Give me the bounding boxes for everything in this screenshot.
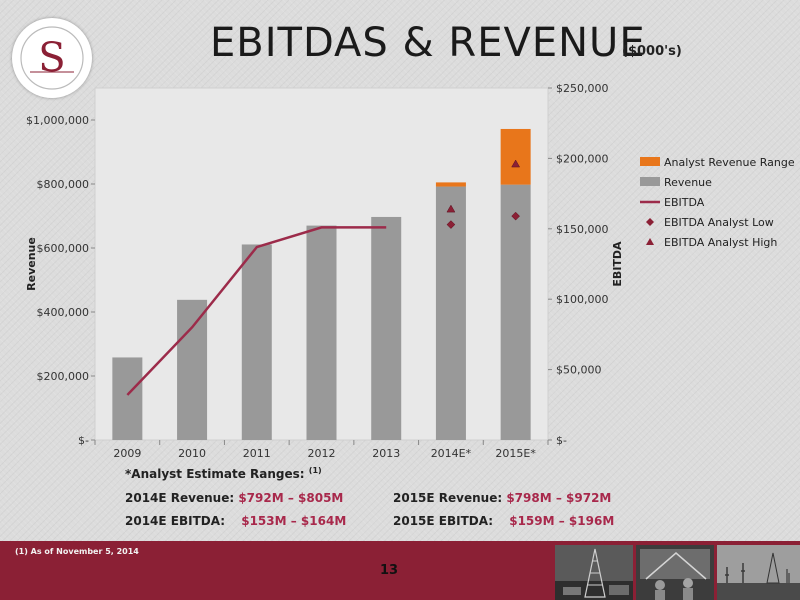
ebitda-revenue-chart: $- $200,000 $400,000 $600,000 $800,000 $1,000… <box>25 82 795 460</box>
x-tick-label: 2015E* <box>495 447 536 460</box>
y2-tick-label: $150,000 <box>556 223 609 236</box>
company-logo: S <box>12 18 92 98</box>
x-tick-label: 2010 <box>178 447 206 460</box>
x-tick-label: 2012 <box>308 447 336 460</box>
y-tick-label: $800,000 <box>37 178 90 191</box>
ebitda-high-marker <box>511 159 521 168</box>
estimates-heading: *Analyst Estimate Ranges: (1) <box>125 466 322 481</box>
ebitda-2015-value: $159M – $196M <box>509 514 615 528</box>
legend-swatch <box>646 218 654 226</box>
analyst-range-bar <box>435 182 466 187</box>
rev-2015-note: 2015E Revenue: $798M – $972M <box>393 491 611 505</box>
footnote: (1) As of November 5, 2014 <box>15 547 139 556</box>
page-number: 13 <box>380 563 399 578</box>
ebitda-high-marker <box>446 204 456 213</box>
rig-workers-photo <box>636 545 714 600</box>
legend-swatch <box>640 177 660 186</box>
y-tick-label: $1,000,000 <box>26 114 89 127</box>
y2-tick-label: $250,000 <box>556 82 609 95</box>
rev-2015-value: $798M – $972M <box>506 491 612 505</box>
estimates-heading-text: *Analyst Estimate Ranges: <box>125 467 305 481</box>
revenue-bar <box>371 216 402 440</box>
x-tick-label: 2013 <box>372 447 400 460</box>
slide-title: EBITDAS & REVENUE <box>210 20 646 66</box>
legend-label: EBITDA Analyst High <box>664 236 777 249</box>
revenue-bar <box>177 299 208 440</box>
y2-tick-label: $200,000 <box>556 152 609 165</box>
ebitda-low-marker <box>446 220 456 229</box>
revenue-bar <box>500 184 531 440</box>
ebitda-low-marker <box>511 211 520 221</box>
legend-label: EBITDA Analyst Low <box>664 216 774 229</box>
y2-tick-label: $- <box>556 434 567 447</box>
revenue-bar <box>241 244 272 440</box>
y2-tick-label: $100,000 <box>556 293 609 306</box>
legend-label: EBITDA <box>664 196 705 209</box>
y-tick-label: $400,000 <box>37 306 90 319</box>
revenue-bar <box>306 225 337 440</box>
analyst-range-bar <box>500 128 531 185</box>
legend-label: Revenue <box>664 176 712 189</box>
revenue-bar <box>112 357 143 440</box>
rev-2014-value: $792M – $805M <box>238 491 344 505</box>
oilfield-landscape-photo <box>717 545 800 600</box>
rev-2015-label: 2015E Revenue: <box>393 491 503 505</box>
x-tick-label: 2014E* <box>431 447 472 460</box>
ebitda-2015-note: 2015E EBITDA: $159M – $196M <box>393 514 614 528</box>
footer-bar: (1) As of November 5, 2014 13 <box>0 541 800 600</box>
ebitda-2015-label: 2015E EBITDA: <box>393 514 494 528</box>
ebitda-2014-value: $153M – $164M <box>241 514 347 528</box>
y2-tick-label: $50,000 <box>556 364 602 377</box>
svg-text:S: S <box>38 35 65 81</box>
ebitda-line <box>126 226 387 396</box>
legend-swatch <box>640 157 660 166</box>
ebitda-2014-label: 2014E EBITDA: <box>125 514 226 528</box>
rev-2014-label: 2014E Revenue: <box>125 491 235 505</box>
y-axis-title: Revenue <box>25 237 38 291</box>
x-tick-label: 2011 <box>243 447 271 460</box>
x-tick-label: 2009 <box>113 447 141 460</box>
drilling-rig-photo <box>555 545 633 600</box>
legend-label: Analyst Revenue Range <box>664 156 795 169</box>
units-label: ($000's) <box>622 44 682 59</box>
y-tick-label: $600,000 <box>37 242 90 255</box>
estimates-footnote-ref: (1) <box>308 466 322 475</box>
y-tick-label: $- <box>78 434 89 447</box>
legend-swatch <box>646 238 654 245</box>
y2-axis-title: EBITDA <box>611 241 624 287</box>
ebitda-2014-note: 2014E EBITDA: $153M – $164M <box>125 514 346 528</box>
rev-2014-note: 2014E Revenue: $792M – $805M <box>125 491 343 505</box>
y-tick-label: $200,000 <box>37 370 90 383</box>
